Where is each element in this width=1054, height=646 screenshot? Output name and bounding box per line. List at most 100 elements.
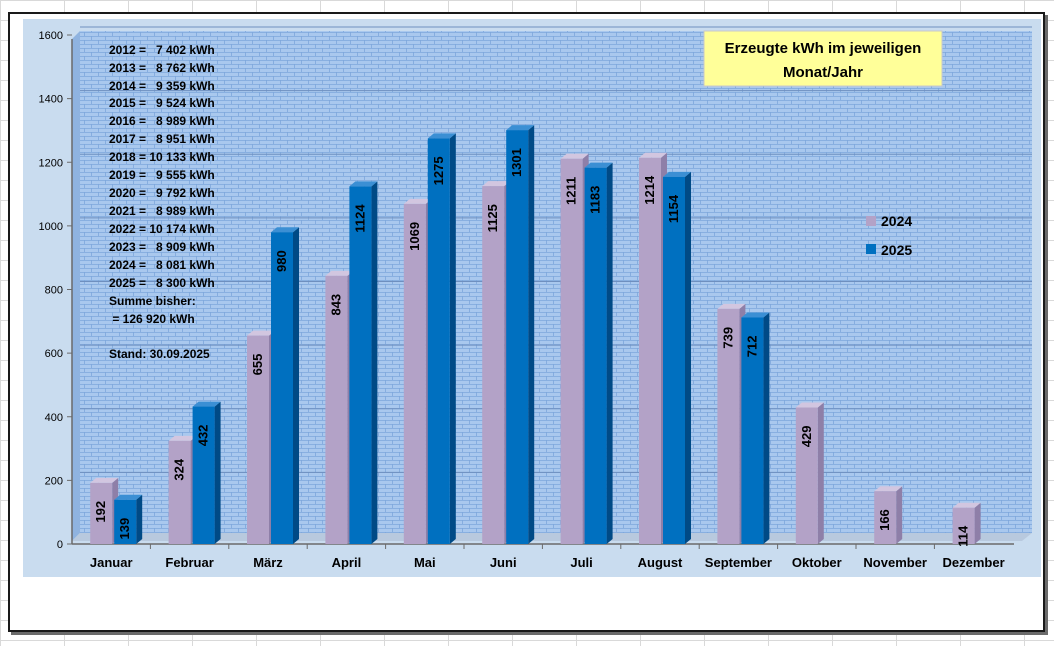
bar-front [482, 186, 505, 544]
bar-value-label: 1275 [431, 156, 446, 185]
bar-side [371, 181, 378, 545]
bar-side [763, 312, 770, 544]
x-tick-label: April [332, 555, 362, 570]
bar-front [90, 482, 113, 544]
annotation-line: 2023 = 8 909 kWh [109, 240, 215, 254]
bar-value-label: 1183 [588, 186, 603, 214]
bar-value-label: 655 [250, 354, 265, 376]
bar-value-label: 166 [877, 509, 892, 531]
annotation-line: 2016 = 8 989 kWh [109, 114, 215, 128]
x-tick-label: November [863, 555, 927, 570]
annotation-line: Summe bisher: [109, 294, 196, 308]
bar-top [639, 152, 667, 158]
chart-title-box: Erzeugte kWh im jeweiligen Monat/Jahr [703, 30, 943, 87]
bar-2024-November [874, 486, 903, 544]
plot-side-wall [72, 31, 80, 541]
bar-front [114, 499, 137, 544]
bar-2025-April [349, 181, 378, 545]
bar-2024-Februar [168, 435, 197, 544]
bar-side [817, 402, 824, 544]
bar-front [168, 440, 191, 544]
x-tick-label: Februar [165, 555, 213, 570]
y-tick-label: 1000 [39, 221, 63, 233]
x-tick-label: Januar [90, 555, 133, 570]
legend-swatch-2025 [866, 244, 876, 254]
bar-top [192, 401, 221, 407]
plot-floor [72, 533, 1032, 541]
bar-front [639, 157, 661, 544]
bar-value-label: 324 [172, 458, 187, 480]
bar-front [403, 203, 426, 544]
bar-top [114, 494, 143, 500]
annotation-line: 2021 = 8 989 kWh [109, 204, 215, 218]
bar-value-label: 139 [117, 518, 132, 540]
bar-side [685, 171, 691, 545]
bar-side [974, 502, 981, 544]
chart-title-line-1: Erzeugte kWh im jeweiligen [725, 40, 922, 57]
bar-top [952, 502, 981, 508]
bar-value-label: 1214 [642, 175, 657, 205]
bar-top [247, 330, 275, 336]
bar-top [560, 153, 589, 159]
bar-value-label: 1301 [509, 148, 524, 177]
bar-front [717, 308, 740, 544]
y-tick-label: 1200 [39, 157, 63, 169]
bar-top [168, 435, 197, 441]
bar-value-label: 980 [274, 250, 289, 272]
bar-side [449, 133, 456, 544]
bar-front [663, 176, 685, 545]
stand-date: Stand: 30.09.2025 [109, 347, 210, 361]
bar-2025-September [741, 312, 770, 544]
bar-top [482, 181, 511, 187]
bar-top [717, 303, 746, 309]
bar-front [506, 130, 529, 544]
bar-front [874, 491, 897, 544]
x-tick-label: Juli [570, 555, 592, 570]
bar-value-label: 739 [720, 327, 735, 349]
x-tick-label: September [705, 555, 772, 570]
annotation-line: 2014 = 9 359 kWh [109, 79, 215, 93]
x-tick-label: Oktober [792, 555, 842, 570]
bar-value-label: 114 [956, 525, 971, 547]
y-tick-label: 1600 [39, 30, 63, 42]
bar-side [896, 486, 903, 544]
bar-2024-Dezember [952, 502, 981, 544]
bar-value-label: 432 [196, 425, 211, 447]
bar-top [506, 125, 535, 131]
bar-top [663, 171, 691, 177]
bar-2024-Juli [560, 153, 589, 545]
bar-2025-Juni [506, 125, 535, 544]
bar-2024-Oktober [795, 402, 824, 544]
bar-top [795, 402, 824, 408]
annotation-line: 2020 = 9 792 kWh [109, 186, 215, 200]
bar-2025-Januar [114, 494, 143, 544]
annotation-box: 2012 = 7 402 kWh 2013 = 8 762 kWh 2014 =… [109, 43, 215, 361]
bar-front [325, 275, 348, 544]
y-tick-label: 200 [45, 475, 63, 487]
y-tick-label: 600 [45, 348, 63, 360]
bar-value-label: 1125 [485, 204, 500, 232]
x-tick-label: Dezember [943, 555, 1005, 570]
chart-title-line-2: Monat/Jahr [783, 64, 863, 81]
bar-top [325, 270, 354, 276]
annotation-line: 2022 = 10 174 kWh [109, 222, 215, 236]
bar-front [349, 186, 372, 545]
y-tick-label: 1400 [39, 94, 63, 106]
bar-value-label: 1069 [407, 222, 422, 251]
y-tick-label: 0 [57, 539, 63, 551]
annotation-line: 2018 = 10 133 kWh [109, 150, 215, 164]
annotation-line: 2013 = 8 762 kWh [109, 61, 215, 75]
bar-top [271, 227, 299, 233]
bar-front [247, 335, 269, 544]
bar-value-label: 712 [744, 335, 759, 357]
bar-side [606, 162, 613, 544]
bar-side [214, 401, 221, 544]
bar-2025-Februar [192, 401, 221, 544]
bar-2025-August [663, 171, 691, 545]
bar-2024-August [639, 152, 667, 544]
x-tick-label: Juni [490, 555, 517, 570]
annotation-line: 2025 = 8 300 kWh [109, 276, 215, 290]
x-tick-label: August [638, 555, 683, 570]
bar-front [584, 167, 607, 544]
bar-value-label: 1124 [352, 204, 367, 233]
